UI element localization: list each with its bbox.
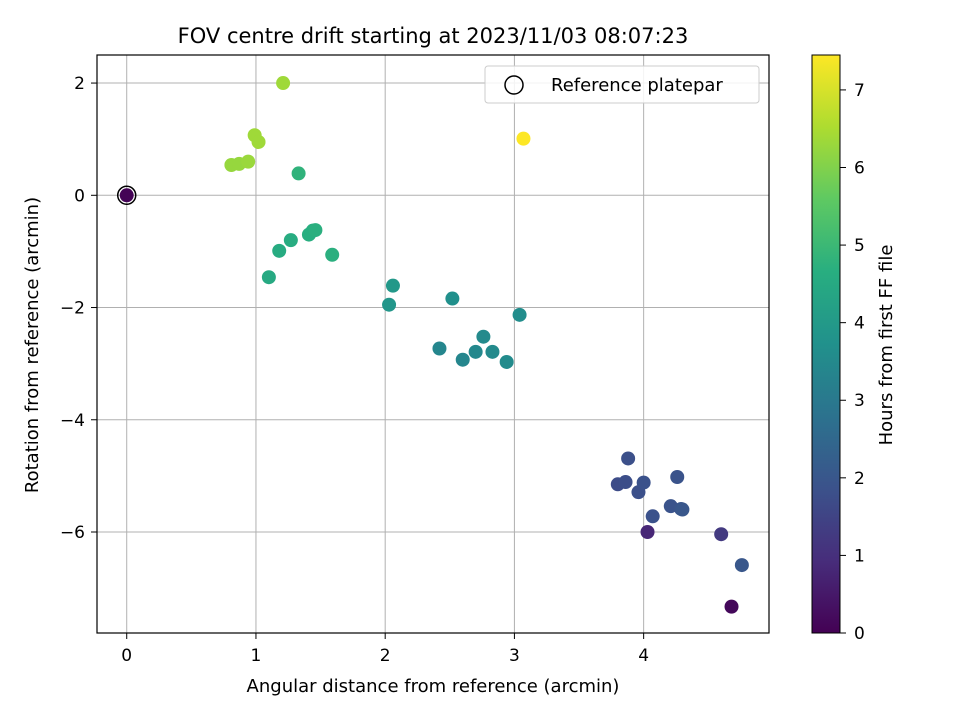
data-point [516, 131, 531, 146]
data-point [455, 352, 470, 367]
data-point [724, 599, 739, 614]
data-point [291, 166, 306, 181]
legend: Reference platepar [484, 65, 760, 104]
data-point [714, 527, 729, 542]
points-layer [116, 76, 749, 614]
y-tick-label: 0 [74, 186, 85, 206]
colorbar-tick-label: 0 [854, 624, 865, 644]
data-point [675, 502, 690, 517]
colorbar-gradient [811, 54, 841, 634]
plot-frame [96, 54, 770, 634]
data-point [251, 134, 266, 149]
data-point [432, 341, 447, 356]
data-point [241, 154, 256, 169]
data-point [468, 344, 483, 359]
colorbar-tick-label: 3 [854, 391, 865, 411]
x-tick-label: 3 [509, 646, 520, 666]
y-tick-label: 2 [74, 74, 85, 94]
x-tick-label: 1 [251, 646, 262, 666]
data-point [283, 233, 298, 248]
legend-label-reference: Reference platepar [551, 75, 723, 96]
data-point [276, 76, 291, 91]
data-point [645, 509, 660, 524]
data-point [485, 344, 500, 359]
colorbar-ticks: 0 1 2 3 4 5 6 7 [840, 81, 865, 644]
data-point [476, 329, 491, 344]
colorbar-tick-label: 5 [854, 236, 865, 256]
data-point [636, 475, 651, 490]
colorbar-label: Hours from first FF file [876, 245, 897, 446]
colorbar-tick-label: 2 [854, 469, 865, 489]
y-tick-label: −6 [60, 523, 85, 543]
data-point [670, 469, 685, 484]
colorbar-tick-label: 1 [854, 546, 865, 566]
chart-title: FOV centre drift starting at 2023/11/03 … [178, 24, 689, 48]
colorbar-tick-label: 4 [854, 314, 865, 334]
data-point [618, 475, 633, 490]
legend-marker-reference [504, 75, 524, 95]
x-tick-label: 4 [638, 646, 649, 666]
data-point [325, 247, 340, 262]
data-point [640, 524, 655, 539]
colorbar-tick-label: 6 [854, 158, 865, 178]
x-axis-label: Angular distance from reference (arcmin) [247, 676, 620, 697]
reference-platepar-marker [116, 185, 137, 206]
x-tick-label: 0 [121, 646, 132, 666]
y-tick-label: −2 [60, 299, 85, 319]
y-axis-label: Rotation from reference (arcmin) [22, 197, 43, 493]
grid-layer [97, 55, 769, 633]
data-point [512, 307, 527, 322]
data-point [734, 558, 749, 573]
data-point [385, 278, 400, 293]
colorbar: 0 1 2 3 4 5 6 7 Hours from first FF file [811, 54, 897, 644]
data-point [499, 354, 514, 369]
data-point [261, 270, 276, 285]
x-tick-label: 2 [380, 646, 391, 666]
data-point [445, 291, 460, 306]
data-point [308, 223, 323, 238]
y-tick-label: −4 [60, 411, 85, 431]
data-point [621, 451, 636, 466]
data-point [119, 188, 134, 203]
legend-box [484, 65, 760, 104]
colorbar-tick-label: 7 [854, 81, 865, 101]
axis-ticks: 0 1 2 3 4 2 0 −2 −4 −6 [60, 74, 649, 666]
data-point [272, 243, 287, 258]
data-point [382, 297, 397, 312]
